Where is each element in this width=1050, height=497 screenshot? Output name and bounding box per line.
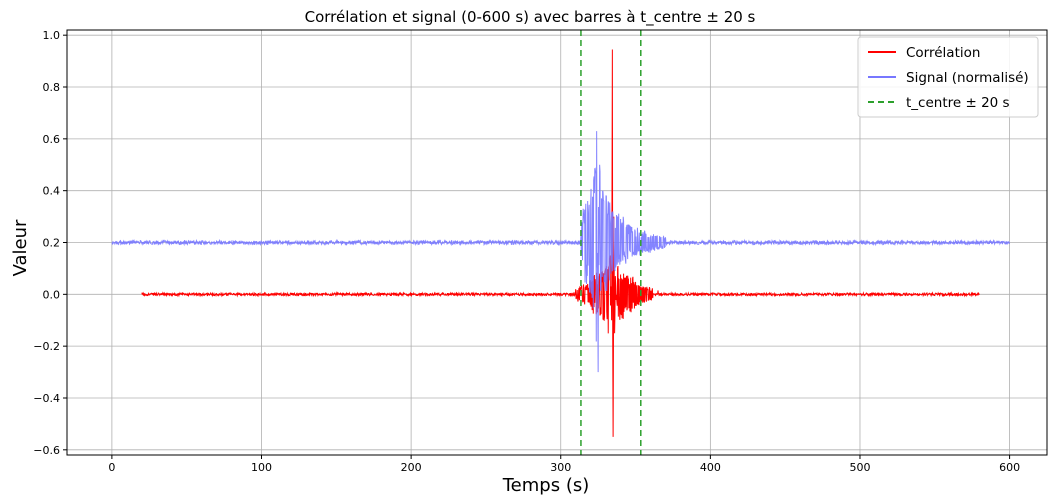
series-line bbox=[141, 49, 980, 437]
y-axis-label: Valeur bbox=[10, 219, 31, 276]
x-tick-label: 0 bbox=[108, 461, 115, 474]
y-tick-label: 0.0 bbox=[43, 288, 61, 301]
y-tick-label: −0.2 bbox=[33, 340, 60, 353]
x-axis: 0 100 200 300 400 500 600 bbox=[108, 455, 1020, 474]
x-tick-label: 100 bbox=[251, 461, 272, 474]
x-tick-label: 200 bbox=[401, 461, 422, 474]
x-tick-label: 500 bbox=[849, 461, 870, 474]
plot-content bbox=[111, 30, 1011, 455]
y-axis: −0.6 −0.4 −0.2 0.0 0.2 0.4 0.6 0.8 1.0 bbox=[33, 29, 67, 457]
legend-box bbox=[857, 36, 1039, 118]
y-tick-label: −0.6 bbox=[33, 444, 60, 457]
y-tick-label: 0.4 bbox=[43, 185, 61, 198]
x-tick-label: 600 bbox=[999, 461, 1020, 474]
legend-label: Corrélation bbox=[906, 45, 980, 61]
chart-title: Corrélation et signal (0-600 s) avec bar… bbox=[305, 8, 756, 27]
series-line bbox=[111, 131, 1011, 373]
y-tick-label: −0.4 bbox=[33, 392, 60, 405]
legend-label: t_centre ± 20 s bbox=[906, 95, 1010, 111]
y-tick-label: 1.0 bbox=[43, 29, 61, 42]
legend-label: Signal (normalisé) bbox=[906, 70, 1029, 86]
x-tick-label: 300 bbox=[550, 461, 571, 474]
x-tick-label: 400 bbox=[700, 461, 721, 474]
y-tick-label: 0.2 bbox=[43, 237, 61, 250]
y-tick-label: 0.8 bbox=[43, 81, 61, 94]
legend: Corrélation Signal (normalisé) t_centre ± … bbox=[857, 36, 1039, 118]
y-tick-label: 0.6 bbox=[43, 133, 61, 146]
x-axis-label: Temps (s) bbox=[502, 475, 590, 496]
